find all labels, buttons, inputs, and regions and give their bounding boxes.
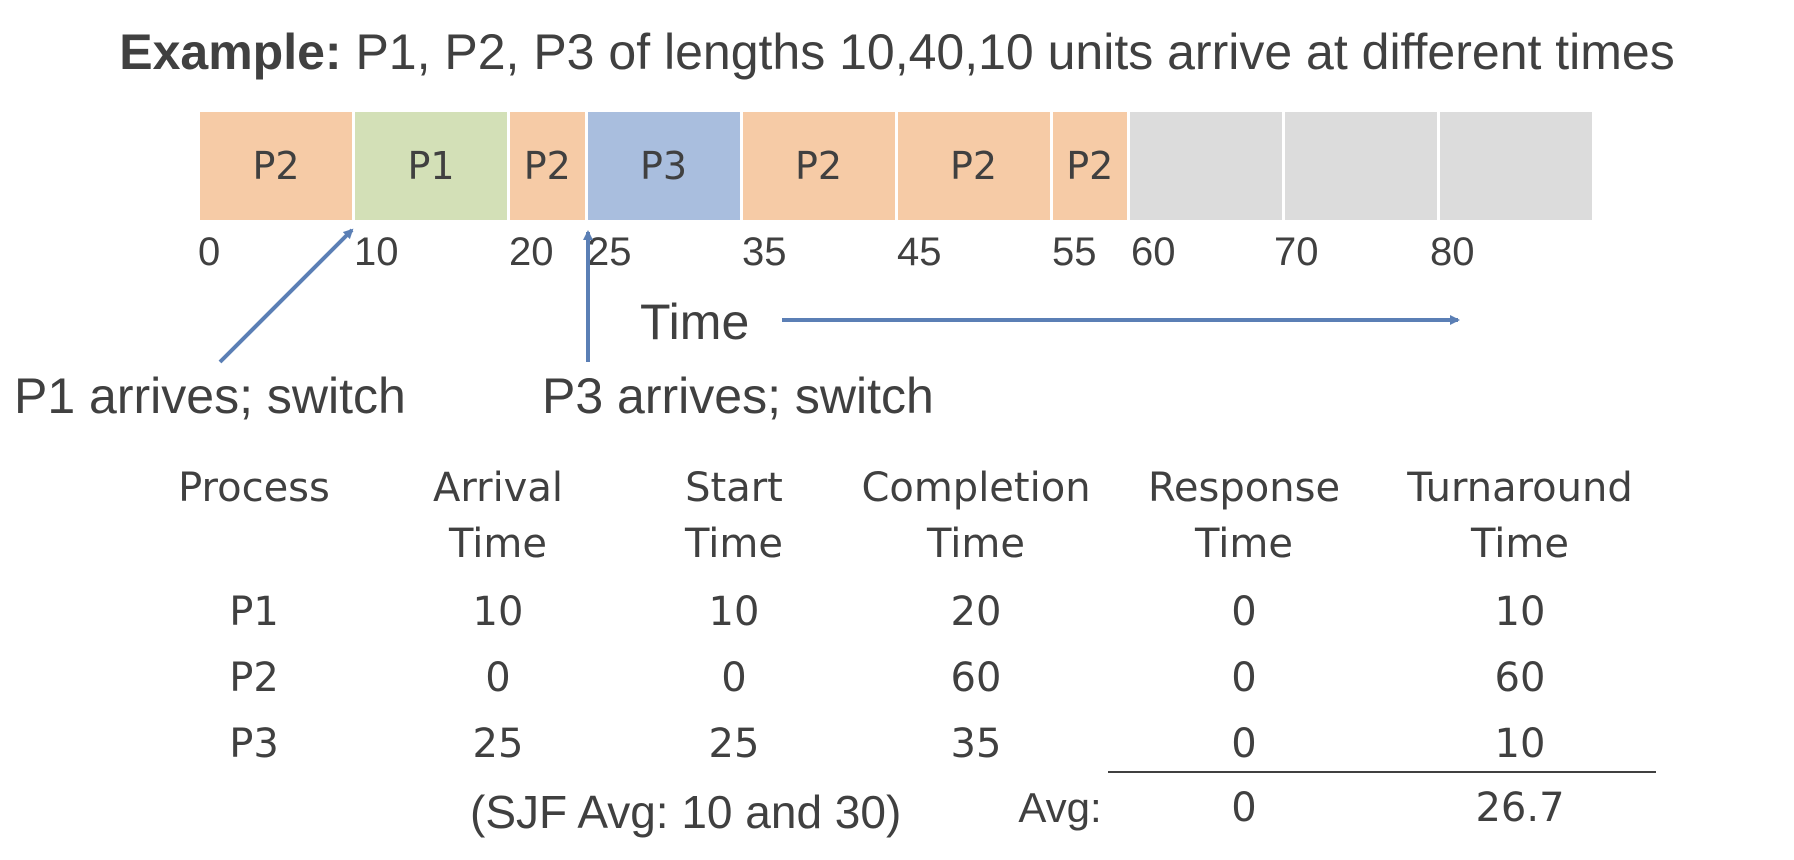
cell-turnaround: 60 (1494, 655, 1546, 701)
title-bold: Example: (119, 24, 342, 80)
cell-start: 10 (708, 589, 760, 635)
header-line1: Response (1147, 465, 1341, 511)
time-axis-label: Time (640, 294, 750, 350)
average-response: 0 (1231, 785, 1257, 831)
title-rest: P1, P2, P3 of lengths 10,40,10 units arr… (341, 24, 1675, 80)
segment-label: P3 (639, 144, 688, 188)
cell-start: 0 (721, 655, 747, 701)
cell-completion: 60 (950, 655, 1002, 701)
header-process: Process (124, 460, 384, 516)
header-line1: Arrival (433, 465, 563, 511)
time-tick: 70 (1274, 230, 1319, 274)
time-tick: 60 (1131, 230, 1176, 274)
cell-process: P1 (229, 589, 279, 635)
gantt-segment-idle (1440, 112, 1595, 220)
time-tick: 10 (354, 230, 399, 274)
cell-arrival: 25 (472, 721, 524, 767)
time-tick: 25 (587, 230, 632, 274)
segment-label: P2 (794, 144, 843, 188)
gantt-segment-idle (1285, 112, 1440, 220)
cell-arrival: 0 (485, 655, 511, 701)
header-turnaround-time: Turnaround Time (1390, 460, 1650, 572)
segment-label: P2 (252, 144, 300, 188)
average-divider (1108, 771, 1656, 773)
slide-title: Example: P1, P2, P3 of lengths 10,40,10 … (0, 22, 1794, 82)
gantt-segment-p2: P2 (897, 112, 1053, 220)
header-line2: Time (1471, 521, 1569, 567)
time-tick: 20 (509, 230, 554, 274)
header-arrival-time: Arrival Time (368, 460, 628, 572)
time-tick: 0 (198, 230, 221, 274)
header-completion-time: Completion Time (846, 460, 1106, 572)
time-tick: 80 (1430, 230, 1475, 274)
cell-response: 0 (1231, 589, 1257, 635)
header-line2: Process (178, 465, 330, 511)
cell-response: 0 (1231, 721, 1257, 767)
average-label: Avg: (1018, 784, 1102, 831)
gantt-chart: P2 P1 P2 P3 P2 P2 P2 (200, 112, 1595, 220)
header-line2: Time (1195, 521, 1293, 567)
gantt-segment-idle (1130, 112, 1285, 220)
cell-completion: 20 (950, 589, 1002, 635)
cell-response: 0 (1231, 655, 1257, 701)
cell-completion: 35 (950, 721, 1002, 767)
sjf-average-note: (SJF Avg: 10 and 30) (470, 786, 902, 838)
gantt-segment-p2: P2 (742, 112, 898, 220)
header-response-time: Response Time (1114, 460, 1374, 572)
time-tick: 45 (897, 230, 942, 274)
segment-label: P1 (407, 144, 455, 188)
p3-arrives-note: P3 arrives; switch (542, 368, 934, 424)
cell-start: 25 (708, 721, 760, 767)
time-tick: 55 (1052, 230, 1097, 274)
header-line1: Turnaround (1407, 465, 1633, 511)
header-line1: Start (685, 465, 783, 511)
header-line2: Time (927, 521, 1025, 567)
cell-turnaround: 10 (1494, 589, 1546, 635)
header-line2: Time (449, 521, 547, 567)
cell-process: P2 (229, 655, 279, 701)
average-turnaround: 26.7 (1475, 785, 1565, 831)
segment-label: P2 (1066, 144, 1114, 188)
gantt-segment-p3: P3 (587, 112, 743, 220)
cell-arrival: 10 (472, 589, 524, 635)
time-tick: 35 (742, 230, 787, 274)
gantt-segment-p2: P2 (200, 112, 355, 220)
header-start-time: Start Time (604, 460, 864, 572)
cell-turnaround: 10 (1494, 721, 1546, 767)
gantt-segment-p1: P1 (355, 112, 510, 220)
gantt-segment-p2: P2 (1052, 112, 1130, 220)
segment-label: P2 (949, 144, 998, 188)
p1-arrival-arrow (218, 228, 354, 364)
p1-arrives-note: P1 arrives; switch (14, 368, 406, 424)
header-line1: Completion (861, 465, 1091, 511)
segment-label: P2 (523, 144, 571, 188)
gantt-segment-p2: P2 (510, 112, 588, 220)
cell-process: P3 (229, 721, 279, 767)
header-line2: Time (685, 521, 783, 567)
